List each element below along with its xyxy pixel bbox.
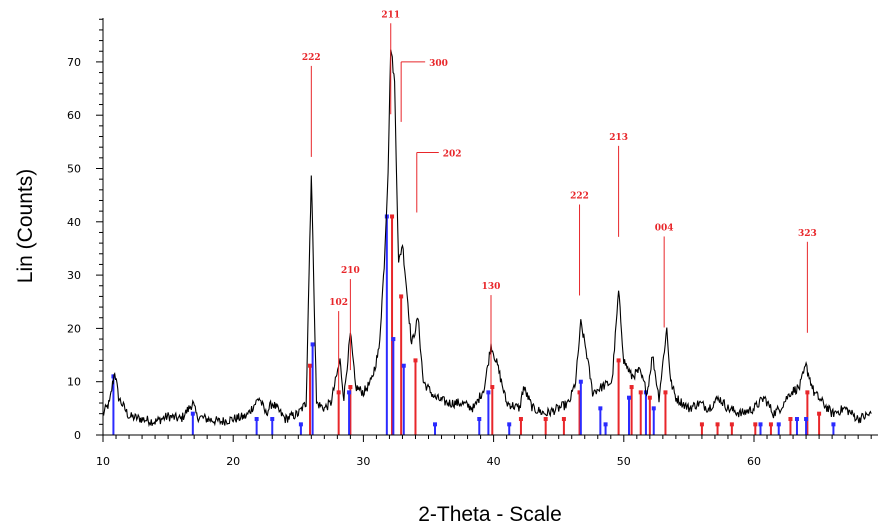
reference-marker-red [543,417,548,422]
reference-marker-blue [831,422,836,427]
reference-marker-red [390,214,395,219]
y-axis-ticks: 0 10 20 30 40 50 60 70 [67,18,103,442]
peak-label: 004 [655,223,674,233]
peak-label: 211 [381,10,400,20]
reference-marker-blue [190,411,195,416]
reference-marker-red [647,395,652,400]
reference-marker-red [768,422,773,427]
x-tick-label: 20 [226,455,240,468]
reference-marker-red [715,422,720,427]
reference-marker-red [577,390,582,395]
peak-annotations: 222 211 300 202 102 210 130 222 213 004 323 [302,10,817,403]
reference-marker-red [348,385,353,390]
peak-label: 222 [570,191,589,201]
reference-marker-blue [598,406,603,411]
diffraction-pattern-line [102,49,872,428]
reference-marker-red [638,390,643,395]
y-axis-label: Lin (Counts) [14,169,37,283]
reference-marker-blue [391,337,396,342]
x-axis-ticks: 10 20 30 40 50 60 [96,435,872,468]
reference-marker-blue [651,406,656,411]
reference-marker-blue [758,422,763,427]
peak-label: 222 [302,53,321,63]
y-tick-label: 70 [67,56,81,69]
reference-marker-blue [433,422,438,427]
y-tick-label: 60 [67,109,81,122]
reference-marker-red [663,390,668,395]
x-tick-label: 50 [617,455,631,468]
x-tick-label: 40 [487,455,501,468]
y-tick-label: 50 [67,163,81,176]
x-axis-label: 2-Theta - Scale [418,503,562,525]
reference-marker-blue [794,417,799,422]
x-tick-label: 30 [356,455,370,468]
reference-marker-red [629,385,634,390]
reference-marker-red [308,363,313,368]
reference-marker-blue [507,422,512,427]
reference-marker-blue [254,417,259,422]
reference-marker-blue [486,390,491,395]
reference-lines-blue [111,214,836,435]
reference-marker-blue [603,422,608,427]
reference-marker-red [518,417,523,422]
reference-marker-red [805,390,810,395]
reference-marker-red [753,422,758,427]
reference-marker-blue [776,422,781,427]
peak-label: 210 [341,266,360,276]
reference-marker-blue [578,379,583,384]
reference-marker-blue [477,417,482,422]
peak-label: 300 [429,59,448,69]
reference-marker-red [817,411,822,416]
y-tick-label: 10 [67,376,81,389]
peak-label: 202 [443,150,462,160]
reference-marker-red [490,385,495,390]
reference-marker-blue [270,417,275,422]
y-tick-label: 30 [67,269,81,282]
x-tick-label: 60 [747,455,761,468]
reference-marker-red [788,417,793,422]
x-tick-label: 10 [96,455,110,468]
peak-label: 323 [798,229,817,239]
reference-marker-blue [627,395,632,400]
reference-marker-red [616,358,621,363]
reference-marker-red [729,422,734,427]
reference-marker-red [413,358,418,363]
reference-lines-red [308,214,822,435]
peak-label: 102 [329,298,348,308]
reference-marker-blue [401,363,406,368]
reference-marker-red [399,294,404,299]
y-tick-label: 20 [67,322,81,335]
reference-marker-blue [804,417,809,422]
y-tick-label: 40 [67,216,81,229]
reference-marker-red [561,417,566,422]
y-tick-label: 0 [74,429,81,442]
reference-marker-red [699,422,704,427]
reference-marker-blue [347,390,352,395]
reference-marker-blue [310,342,315,347]
peak-label: 213 [609,133,628,143]
peak-label: 130 [482,282,501,292]
reference-marker-blue [298,422,303,427]
